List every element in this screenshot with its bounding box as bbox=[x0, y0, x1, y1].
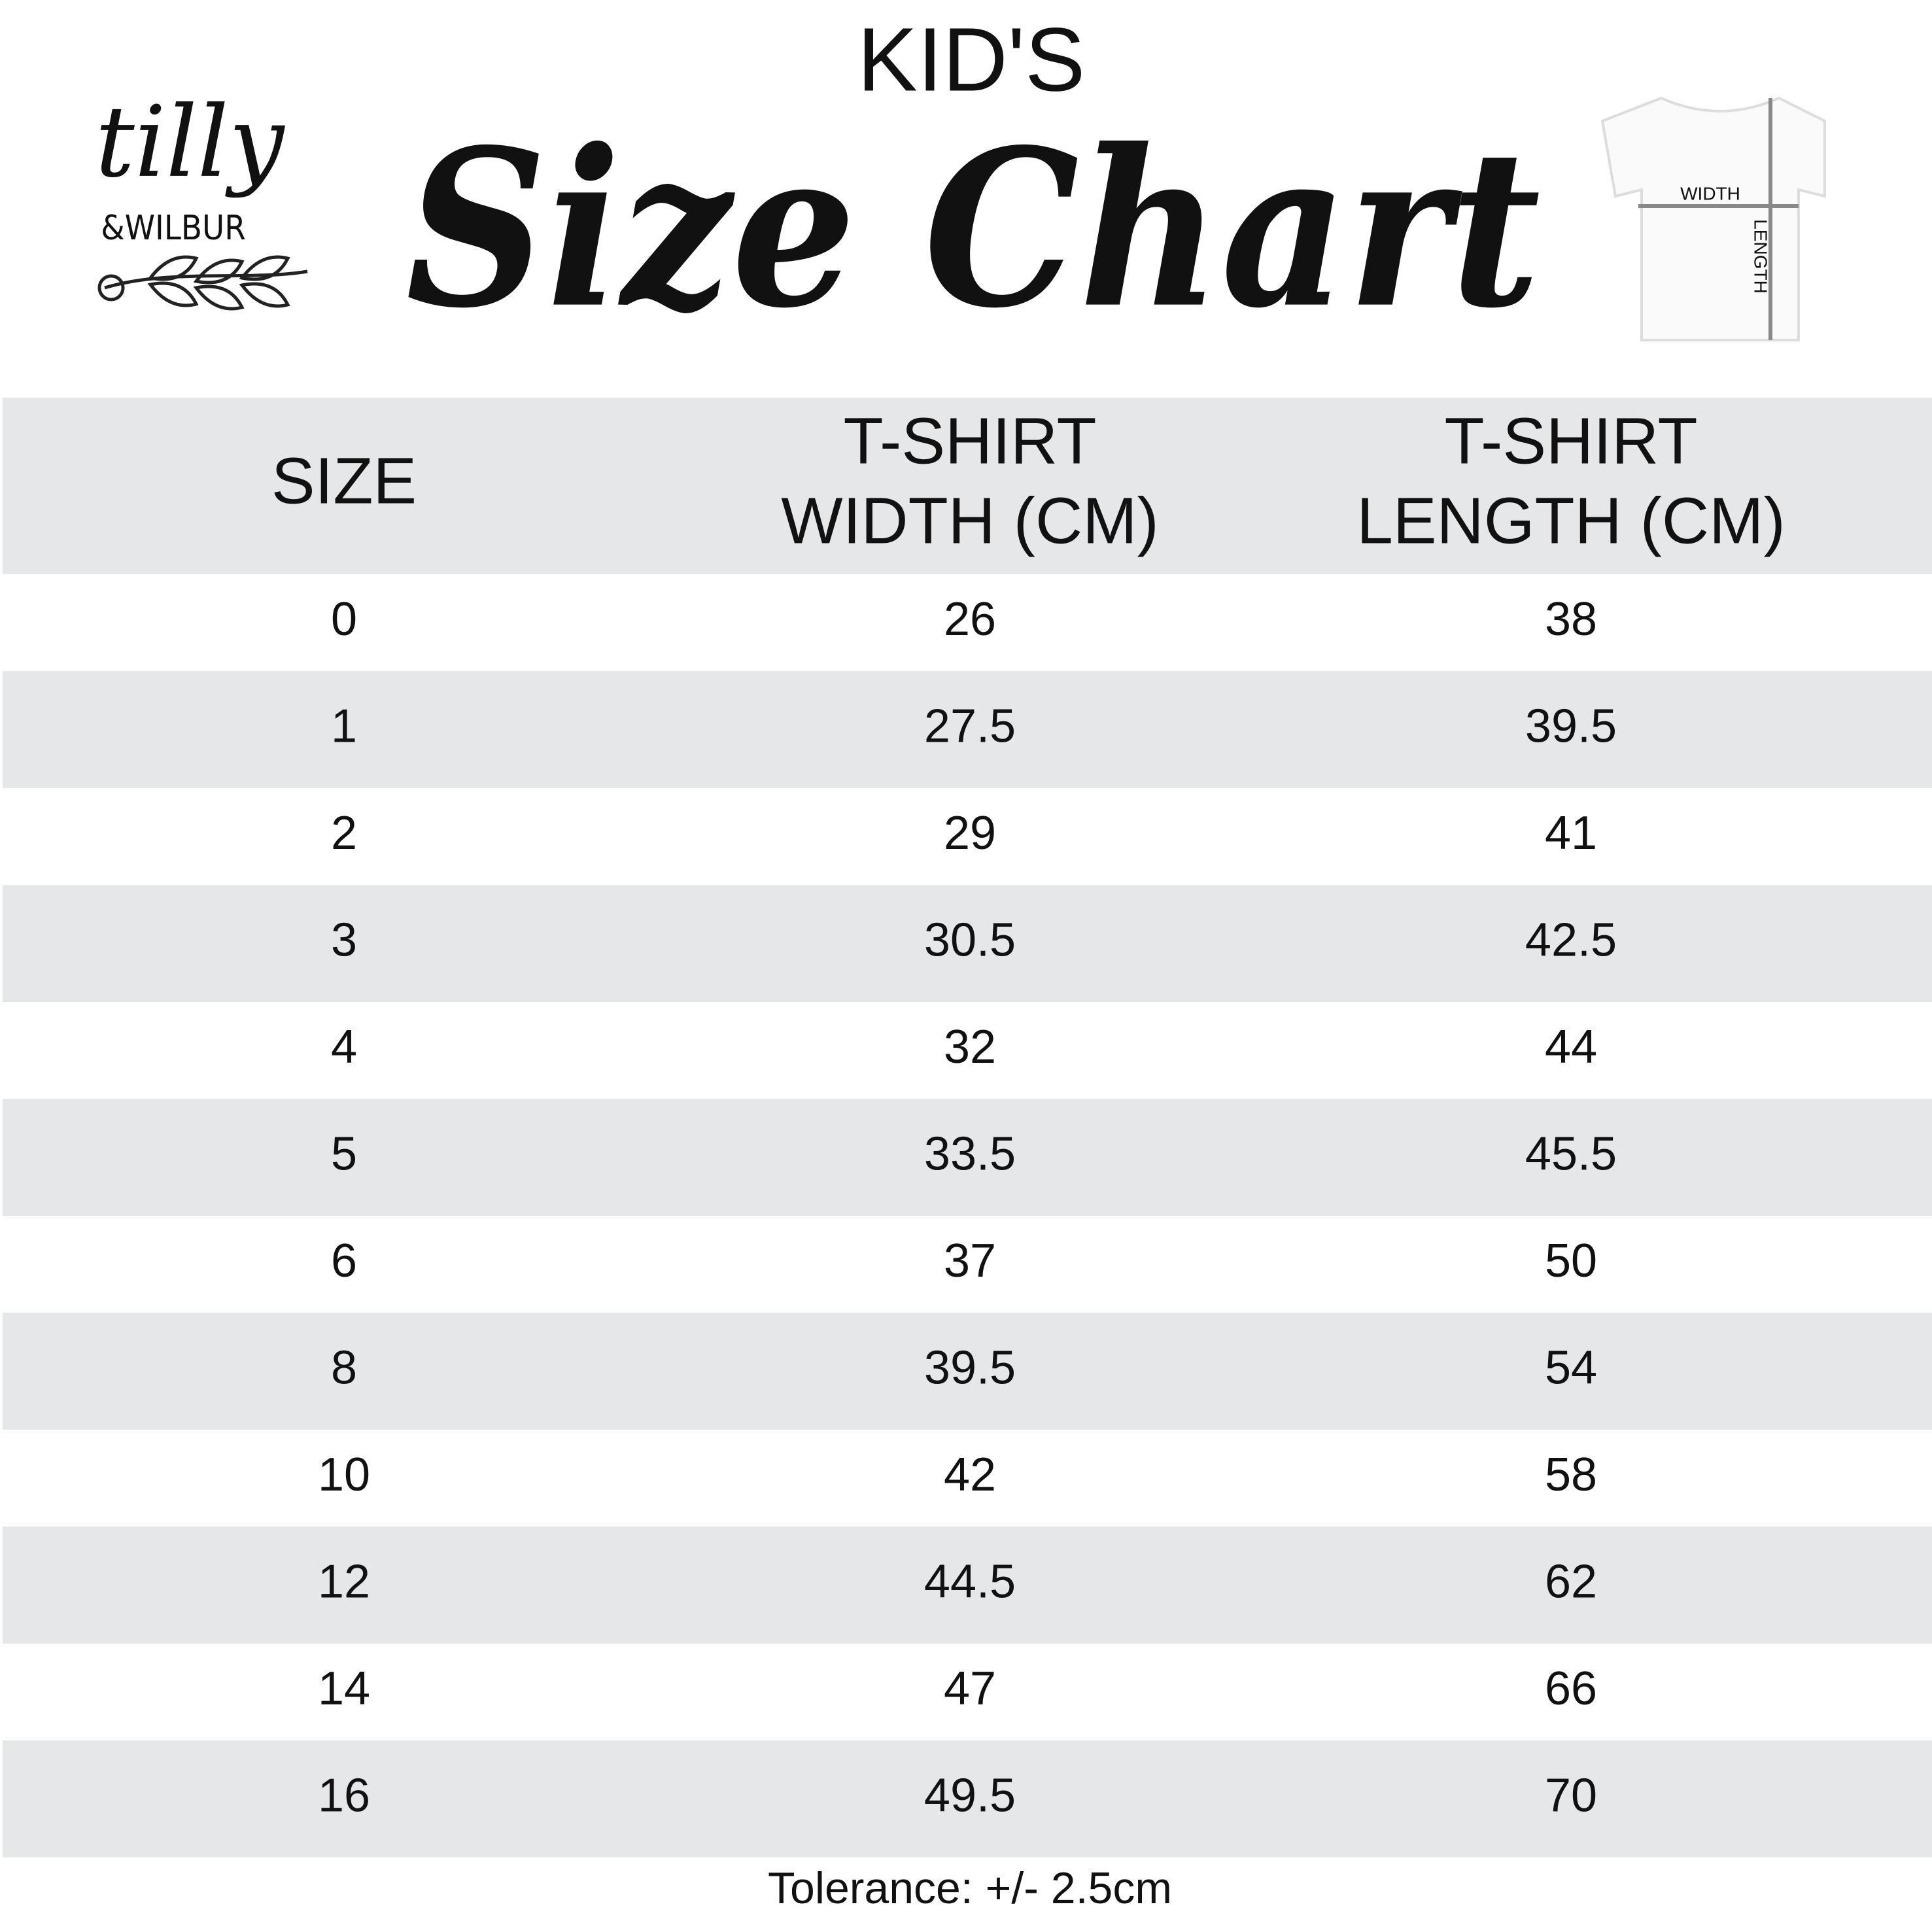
table-cell: 3 bbox=[331, 914, 357, 967]
table-cell: 0 bbox=[331, 593, 357, 646]
table-cell: 45.5 bbox=[1525, 1128, 1617, 1181]
column-header: T-SHIRT bbox=[843, 404, 1096, 477]
table-cell: 5 bbox=[331, 1128, 357, 1181]
column-header: T-SHIRT bbox=[1444, 404, 1697, 477]
table-cell: 62 bbox=[1545, 1556, 1597, 1608]
row-band bbox=[3, 1313, 1932, 1430]
table-cell: 66 bbox=[1545, 1663, 1597, 1715]
logo-leaf bbox=[97, 255, 308, 311]
column-header: SIZE bbox=[271, 444, 417, 517]
table-cell: 27.5 bbox=[924, 700, 1016, 753]
table-cell: 37 bbox=[944, 1235, 996, 1287]
table-cell: 26 bbox=[944, 593, 996, 646]
table-cell: 44 bbox=[1545, 1021, 1597, 1073]
table-cell: 2 bbox=[331, 807, 357, 859]
length-label: LENGTH bbox=[1751, 219, 1771, 294]
tolerance-note: Tolerance: +/- 2.5cm bbox=[768, 1863, 1172, 1913]
header-band bbox=[3, 398, 1932, 574]
table-cell: 42 bbox=[944, 1449, 996, 1501]
row-band bbox=[3, 1740, 1932, 1857]
table-cell: 12 bbox=[318, 1556, 370, 1608]
table-cell: 30.5 bbox=[924, 914, 1016, 967]
table-cell: 58 bbox=[1545, 1449, 1597, 1501]
table-cell: 50 bbox=[1545, 1235, 1597, 1287]
table-cell: 39.5 bbox=[924, 1342, 1016, 1394]
table-cell: 29 bbox=[944, 807, 996, 859]
row-band bbox=[3, 885, 1932, 1002]
table-cell: 32 bbox=[944, 1021, 996, 1073]
logo-name: tilly bbox=[95, 86, 286, 199]
tshirt-diagram bbox=[1600, 96, 1826, 341]
table-cell: 42.5 bbox=[1525, 914, 1617, 967]
table-cell: 14 bbox=[318, 1663, 370, 1715]
column-header: LENGTH (CM) bbox=[1356, 484, 1785, 557]
width-label: WIDTH bbox=[1680, 183, 1740, 203]
table-cell: 6 bbox=[331, 1235, 357, 1287]
table-cell: 49.5 bbox=[924, 1770, 1016, 1822]
table-cell: 47 bbox=[944, 1663, 996, 1715]
table-cell: 39.5 bbox=[1525, 700, 1617, 753]
column-header: WIDTH (CM) bbox=[781, 484, 1159, 557]
title: Size Chart bbox=[406, 102, 1541, 356]
table-cell: 54 bbox=[1545, 1342, 1597, 1394]
table-cell: 44.5 bbox=[924, 1556, 1016, 1608]
row-band bbox=[3, 1527, 1932, 1644]
logo-subname: &WILBUR bbox=[101, 209, 245, 248]
table-cell: 33.5 bbox=[924, 1128, 1016, 1181]
table-cell: 41 bbox=[1545, 807, 1597, 859]
table-cell: 70 bbox=[1545, 1770, 1597, 1822]
table-cell: 38 bbox=[1545, 593, 1597, 646]
row-band bbox=[3, 671, 1932, 788]
row-band bbox=[3, 1099, 1932, 1216]
table-cell: 1 bbox=[331, 700, 357, 753]
table-cell: 8 bbox=[331, 1342, 357, 1394]
table-cell: 16 bbox=[318, 1770, 370, 1822]
table-cell: 10 bbox=[318, 1449, 370, 1501]
kicker: KID'S bbox=[857, 9, 1085, 110]
table-cell: 4 bbox=[331, 1021, 357, 1073]
